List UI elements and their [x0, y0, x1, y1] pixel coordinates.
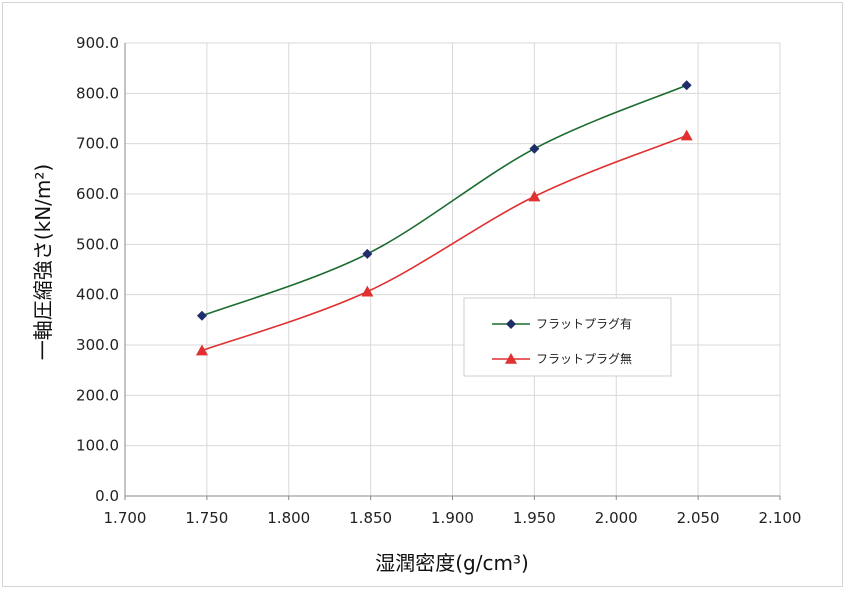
y-tick-label: 700.0 — [76, 135, 119, 153]
y-tick-label: 0.0 — [95, 487, 119, 505]
x-tick-label: 2.000 — [595, 509, 638, 527]
x-tick-label: 1.900 — [431, 509, 474, 527]
y-tick-label: 500.0 — [76, 235, 119, 253]
y-tick-label: 300.0 — [76, 336, 119, 354]
y-axis-title: 一軸圧縮強さ(kN/m²) — [31, 164, 55, 360]
x-tick-label: 2.050 — [677, 509, 720, 527]
legend-entry-2: フラットプラグ無 — [492, 351, 632, 366]
x-tick-label: 1.800 — [267, 509, 310, 527]
series-2 — [195, 129, 693, 356]
series-line — [201, 84, 687, 317]
x-tick-label: 2.100 — [759, 509, 802, 527]
series-1 — [196, 80, 692, 321]
y-tick-label: 900.0 — [76, 34, 119, 52]
data-point — [681, 80, 692, 91]
legend-label: フラットプラグ有 — [536, 317, 632, 331]
tick-labels: 0.0 100.0 200.0 300.0 400.0 500.0 600.0 700.0 80… — [76, 34, 801, 527]
x-tick-label: 1.750 — [185, 509, 228, 527]
x-axis-title: 湿潤密度(g/cm³) — [375, 551, 529, 575]
legend-label: フラットプラグ無 — [536, 351, 632, 366]
x-tick-label: 1.700 — [104, 509, 147, 527]
data-point — [361, 285, 374, 297]
x-tick-label: 1.850 — [349, 509, 392, 527]
y-tick-label: 100.0 — [76, 437, 119, 455]
legend-entry-1: フラットプラグ有 — [492, 317, 632, 331]
legend-box — [463, 297, 672, 377]
data-point — [362, 248, 373, 259]
data-point — [196, 310, 207, 321]
data-point — [528, 190, 541, 202]
series-line — [201, 134, 687, 352]
data-point — [680, 129, 693, 141]
y-tick-label: 800.0 — [76, 84, 119, 102]
y-tick-label: 200.0 — [76, 386, 119, 404]
data-point — [529, 143, 540, 154]
data-point — [195, 344, 208, 356]
axes — [124, 43, 781, 500]
y-tick-label: 400.0 — [76, 286, 119, 304]
legend-marker — [505, 353, 517, 364]
series-group — [195, 80, 693, 356]
x-tick-label: 1.950 — [513, 509, 556, 527]
grid — [125, 42, 781, 496]
legend-marker — [506, 319, 516, 329]
y-tick-label: 600.0 — [76, 185, 119, 203]
